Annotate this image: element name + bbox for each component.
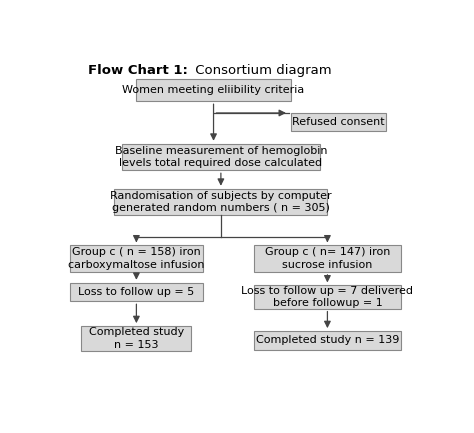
Text: Flow Chart 1:: Flow Chart 1:: [88, 64, 188, 77]
Text: Completed study n = 139: Completed study n = 139: [256, 336, 399, 346]
Text: Consortium diagram: Consortium diagram: [191, 64, 332, 77]
FancyBboxPatch shape: [122, 144, 320, 170]
Text: Loss to follow up = 7 delivered
before followup = 1: Loss to follow up = 7 delivered before f…: [241, 286, 413, 308]
FancyBboxPatch shape: [254, 331, 401, 349]
Text: Group c ( n= 147) iron
sucrose infusion: Group c ( n= 147) iron sucrose infusion: [264, 248, 390, 270]
Text: Completed study
n = 153: Completed study n = 153: [89, 327, 184, 350]
Text: Loss to follow up = 5: Loss to follow up = 5: [78, 287, 194, 297]
FancyBboxPatch shape: [70, 246, 202, 272]
FancyBboxPatch shape: [114, 189, 328, 215]
FancyBboxPatch shape: [70, 283, 202, 301]
FancyBboxPatch shape: [291, 113, 386, 131]
Text: Randomisation of subjects by computer
generated random numbers ( n = 305): Randomisation of subjects by computer ge…: [110, 191, 332, 213]
FancyBboxPatch shape: [82, 326, 191, 351]
Text: Flow Chart 1: Consortium diagram: Flow Chart 1: Consortium diagram: [128, 64, 357, 77]
Text: Baseline measurement of hemoglobin
levels total required dose calculated: Baseline measurement of hemoglobin level…: [115, 146, 327, 168]
Text: Women meeting eliibility criteria: Women meeting eliibility criteria: [122, 85, 305, 95]
FancyBboxPatch shape: [254, 246, 401, 272]
Text: Refused consent: Refused consent: [292, 117, 385, 127]
Text: Group c ( n = 158) iron
carboxymaltose infusion: Group c ( n = 158) iron carboxymaltose i…: [68, 248, 205, 270]
FancyBboxPatch shape: [137, 80, 291, 101]
FancyBboxPatch shape: [254, 285, 401, 309]
